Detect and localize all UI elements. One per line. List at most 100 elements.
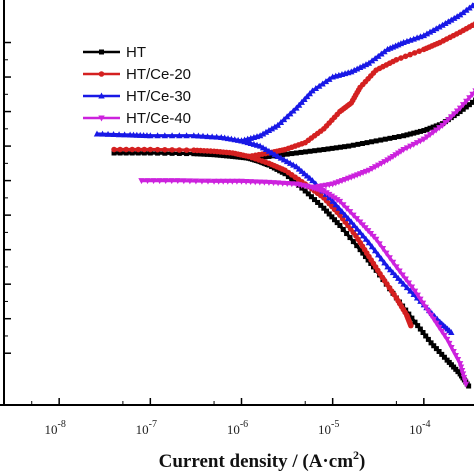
data-point <box>381 48 388 55</box>
data-point <box>433 320 440 327</box>
data-point <box>331 195 338 202</box>
data-point <box>168 132 176 139</box>
data-point <box>433 346 439 352</box>
data-point <box>337 144 343 150</box>
legend-label: HT <box>126 44 146 61</box>
data-point <box>220 178 227 185</box>
data-point <box>436 23 443 30</box>
data-point <box>441 354 447 360</box>
data-point <box>457 364 465 371</box>
data-point <box>416 48 423 54</box>
data-point <box>208 152 214 158</box>
data-point <box>463 104 469 110</box>
data-point <box>387 135 393 141</box>
data-point <box>445 18 452 25</box>
data-point <box>104 130 112 137</box>
data-point <box>371 247 379 254</box>
data-point <box>369 139 375 145</box>
data-point <box>144 178 151 185</box>
data-point <box>341 211 349 218</box>
data-point <box>186 178 194 185</box>
data-point <box>162 146 168 153</box>
data-point <box>99 130 106 137</box>
data-point <box>395 274 402 281</box>
data-point <box>427 125 433 131</box>
data-point <box>198 178 206 185</box>
data-point <box>460 374 468 381</box>
data-point <box>469 91 474 98</box>
data-point <box>307 148 313 154</box>
data-point <box>156 178 163 185</box>
data-point <box>438 328 445 335</box>
data-point <box>400 147 407 154</box>
data-point <box>407 143 414 150</box>
data-point <box>453 108 461 115</box>
data-point <box>215 178 222 185</box>
data-point <box>268 125 276 132</box>
data-point <box>424 126 430 132</box>
data-point <box>325 146 331 152</box>
data-point <box>378 255 385 262</box>
data-point <box>259 130 267 137</box>
data-point <box>458 367 466 374</box>
data-point <box>121 131 128 138</box>
data-point <box>174 178 181 185</box>
data-point <box>229 178 236 185</box>
data-point <box>462 381 470 388</box>
data-point <box>328 193 336 200</box>
data-point <box>340 227 346 233</box>
x-tick-label: 10-5 <box>318 419 339 437</box>
data-point <box>375 162 382 169</box>
x-axis-title-main: Current density / (A·cm <box>159 451 354 472</box>
data-point <box>261 179 268 186</box>
data-point <box>378 160 385 167</box>
data-point <box>265 127 273 134</box>
data-point <box>279 169 285 175</box>
data-point <box>430 124 436 130</box>
data-point <box>378 137 384 143</box>
data-point <box>348 218 355 225</box>
data-point <box>453 13 461 20</box>
data-point <box>409 315 415 321</box>
data-point <box>224 178 231 185</box>
data-point <box>289 176 295 182</box>
data-point <box>302 188 308 194</box>
data-point <box>423 134 431 141</box>
data-point <box>375 52 382 59</box>
data-point <box>403 284 411 291</box>
data-point <box>111 146 117 153</box>
data-point <box>309 177 316 184</box>
data-point <box>371 164 379 171</box>
data-point <box>417 326 423 332</box>
data-point <box>288 181 296 188</box>
data-point <box>362 235 370 242</box>
legend-label: HT/Ce-30 <box>126 88 191 105</box>
data-point <box>338 208 346 215</box>
data-point <box>265 179 273 186</box>
data-point <box>378 50 385 57</box>
data-point <box>298 149 304 155</box>
data-point <box>368 57 376 64</box>
data-point <box>413 140 421 147</box>
data-point <box>448 329 455 336</box>
data-point <box>368 166 376 173</box>
data-point <box>204 151 210 157</box>
data-point <box>411 288 419 295</box>
data-point <box>329 145 335 151</box>
data-point <box>208 133 216 140</box>
data-point <box>387 266 394 273</box>
data-point <box>280 156 288 163</box>
cathodic-branch-line <box>139 179 468 386</box>
data-point <box>280 152 286 158</box>
data-point <box>343 205 350 212</box>
legend-marker <box>98 115 105 122</box>
data-point <box>320 188 328 195</box>
data-point <box>279 180 286 187</box>
data-point <box>204 178 212 185</box>
data-point <box>141 150 147 156</box>
data-point <box>439 21 446 28</box>
data-point <box>417 296 424 303</box>
data-point <box>460 102 467 109</box>
data-point <box>266 153 272 159</box>
